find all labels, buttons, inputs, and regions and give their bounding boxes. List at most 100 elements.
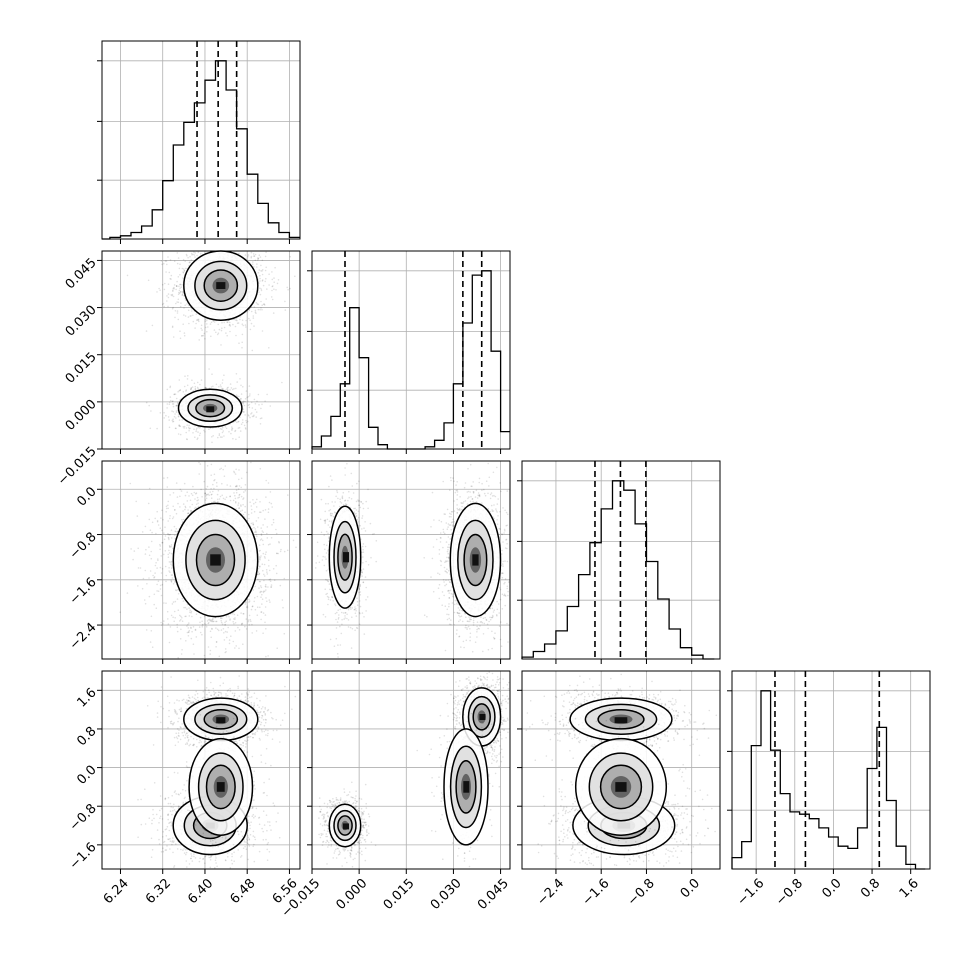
sample-point (164, 550, 167, 552)
sample-point (250, 508, 253, 511)
sample-point (170, 274, 173, 277)
sample-point (175, 410, 178, 412)
sample-point (183, 314, 185, 316)
sample-point (269, 601, 271, 603)
sample-point (253, 526, 255, 529)
sample-point (284, 300, 286, 303)
sample-point (245, 618, 248, 620)
sample-point (179, 337, 182, 340)
sample-point (236, 614, 239, 616)
sample-point (255, 411, 258, 413)
sample-point (259, 559, 261, 561)
sample-point (161, 529, 163, 532)
sample-point (242, 386, 244, 388)
sample-point (179, 620, 181, 622)
sample-point (175, 285, 178, 287)
sample-point (268, 569, 271, 572)
sample-point (252, 315, 255, 317)
sample-point (220, 329, 223, 332)
sample-point (236, 395, 239, 398)
sample-point (185, 267, 187, 270)
sample-point (201, 335, 203, 337)
sample-point (184, 615, 186, 618)
sample-point (192, 485, 194, 488)
sample-point (184, 494, 187, 497)
sample-point (184, 375, 186, 378)
sample-point (172, 421, 174, 423)
sample-point (165, 414, 167, 417)
sample-point (294, 275, 296, 278)
sample-point (196, 499, 198, 502)
sample-point (177, 609, 180, 611)
sample-point (178, 285, 180, 288)
sample-point (170, 294, 172, 296)
sample-point (218, 434, 221, 437)
sample-point (155, 562, 157, 564)
sample-point (266, 571, 268, 573)
sample-point (225, 332, 227, 334)
sample-point (247, 400, 249, 402)
sample-point (249, 416, 251, 419)
sample-point (271, 506, 274, 508)
sample-point (170, 529, 173, 531)
sample-point (164, 526, 166, 528)
sample-point (262, 509, 265, 512)
sample-point (173, 287, 175, 290)
sample-point (181, 617, 183, 619)
sample-point (207, 493, 209, 496)
sample-point (248, 598, 250, 601)
sample-point (199, 616, 202, 619)
sample-point (198, 473, 200, 475)
sample-point (295, 546, 297, 549)
sample-point (267, 511, 270, 514)
sample-point (277, 279, 280, 281)
sample-point (258, 269, 261, 271)
sample-point (260, 300, 262, 303)
sample-point (209, 649, 212, 652)
sample-point (177, 293, 180, 296)
sample-point (254, 309, 257, 312)
sample-point (221, 623, 224, 626)
sample-point (154, 517, 156, 520)
sample-point (241, 419, 244, 421)
sample-point (234, 500, 237, 503)
sample-point (239, 510, 242, 512)
sample-point (244, 324, 247, 326)
sample-point (270, 537, 273, 539)
sample-point (257, 517, 260, 519)
sample-point (156, 520, 159, 523)
sample-point (241, 622, 243, 625)
sample-point (275, 528, 277, 531)
sample-point (228, 324, 231, 326)
sample-point (211, 627, 213, 630)
sample-point (211, 436, 213, 438)
sample-point (191, 254, 193, 256)
sample-point (160, 555, 162, 557)
sample-point (172, 295, 175, 298)
sample-point (275, 289, 277, 291)
sample-point (229, 330, 231, 333)
panel-2-2 (522, 461, 720, 659)
sample-point (185, 431, 187, 434)
sample-point (245, 390, 248, 392)
sample-point (220, 620, 222, 622)
sample-point (156, 291, 158, 293)
sample-point (260, 307, 262, 309)
sample-point (126, 592, 129, 594)
sample-point (175, 482, 178, 484)
sample-point (177, 276, 180, 278)
sample-point (174, 310, 177, 312)
sample-point (168, 552, 171, 554)
sample-point (186, 491, 188, 494)
sample-point (144, 553, 147, 555)
sample-point (264, 400, 266, 403)
sample-point (263, 575, 266, 577)
sample-point (175, 427, 177, 430)
sample-point (269, 405, 272, 407)
sample-point (237, 626, 239, 629)
sample-point (287, 288, 289, 291)
sample-point (204, 431, 206, 433)
sample-point (267, 482, 270, 484)
sample-point (241, 319, 244, 322)
sample-point (187, 623, 189, 626)
